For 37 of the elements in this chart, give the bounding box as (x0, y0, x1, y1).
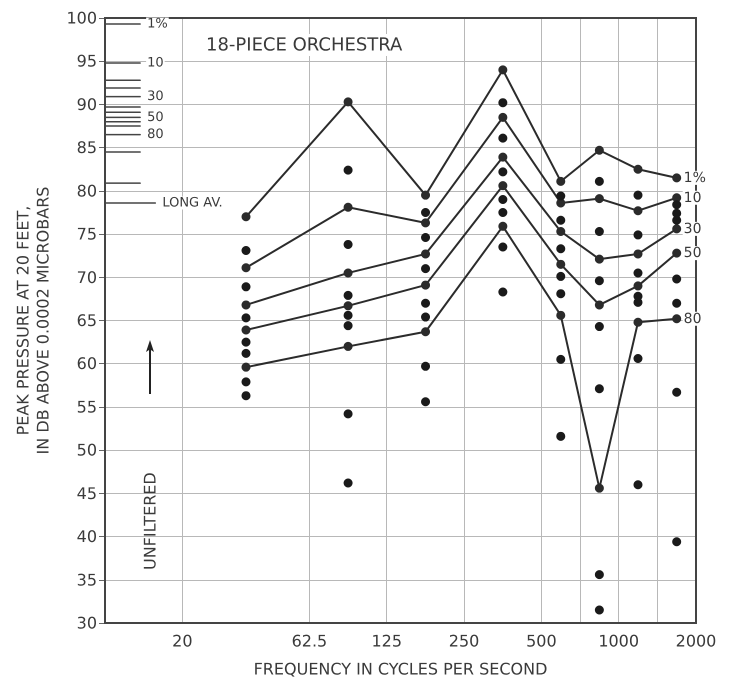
y-tick-label: 80 (76, 181, 97, 200)
y-tick-label: 90 (76, 94, 97, 114)
y-tick-label: 45 (76, 484, 97, 503)
y-tick-label: 55 (76, 397, 97, 416)
series-label: 50 (684, 245, 702, 262)
x-tick-label: 1000 (598, 632, 640, 650)
series-label: 30 (147, 89, 164, 104)
series-label: 80 (684, 310, 702, 327)
annotation: UNFILTERED (140, 472, 160, 570)
y-tick-label: 40 (76, 527, 97, 546)
x-tick-label: 250 (448, 632, 480, 650)
x-tick-label: 62.5 (292, 632, 328, 650)
y-tick-label: 100 (66, 8, 97, 28)
series-label: 80 (147, 127, 164, 142)
x-tick-label: 20 (172, 632, 192, 650)
series-label: 10 (147, 55, 164, 70)
x-tick-label: 125 (371, 632, 402, 650)
x-tick-label: 2000 (676, 632, 716, 650)
series-label: 30 (684, 220, 702, 237)
y-axis-title: PEAK PRESSURE AT 20 FEET, IN DB ABOVE 0.0002 MICROBARS (14, 186, 52, 454)
series-label: 50 (147, 110, 164, 125)
series-label: 1% (147, 16, 168, 32)
y-tick-label: 35 (76, 570, 97, 590)
y-tick-label: 70 (76, 268, 97, 287)
y-tick-label: 50 (76, 440, 97, 460)
y-tick-label: 75 (76, 224, 97, 244)
x-axis-title: FREQUENCY IN CYCLES PER SECOND (254, 660, 548, 678)
x-tick-label: 500 (526, 632, 557, 650)
series-label: 10 (684, 190, 702, 206)
y-tick-label: 95 (76, 52, 97, 71)
series-label: 1% (684, 170, 706, 186)
y-tick-label: 85 (76, 138, 97, 158)
y-tick-label: 30 (76, 614, 97, 632)
text: 18-PIECE ORCHESTRA (206, 34, 404, 56)
y-tick-label: 60 (76, 354, 97, 374)
y-tick-label: 65 (76, 311, 97, 330)
series-label: LONG AV. (162, 195, 223, 210)
